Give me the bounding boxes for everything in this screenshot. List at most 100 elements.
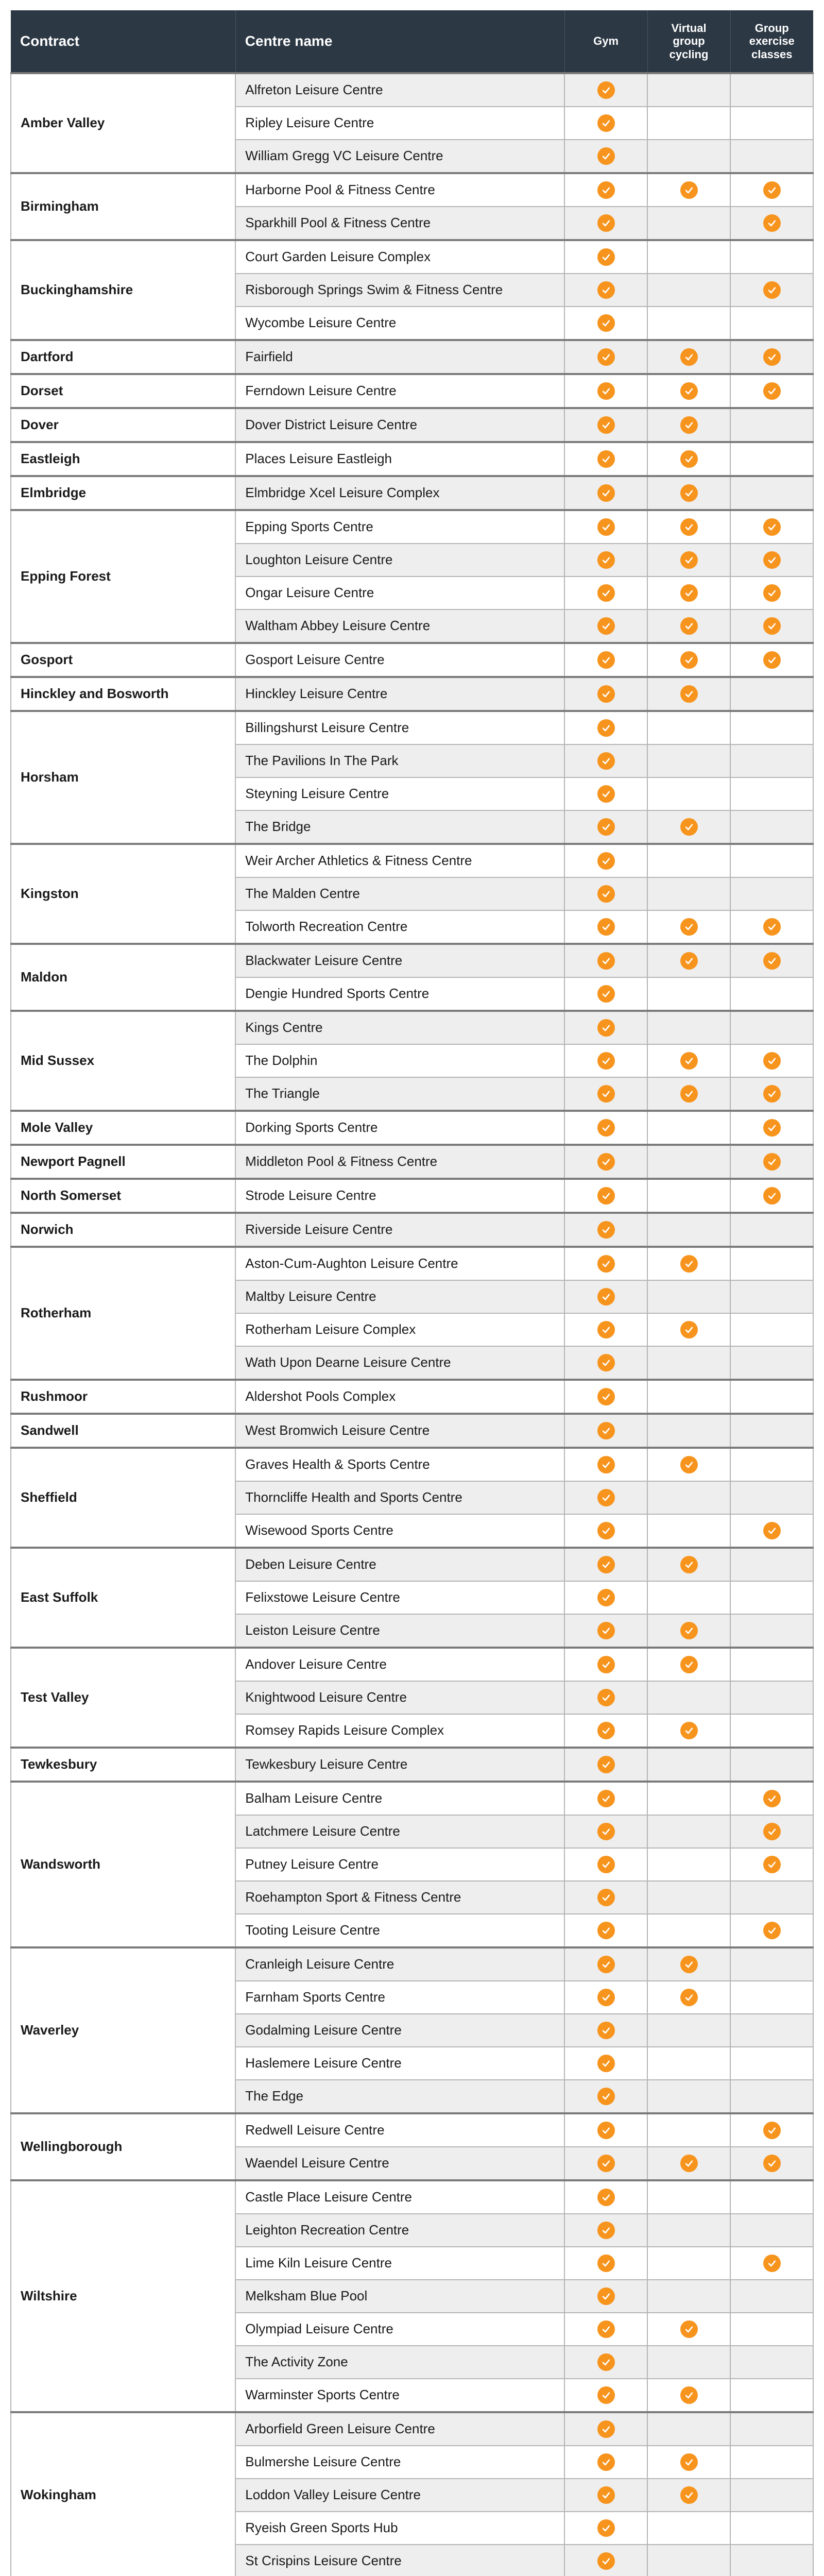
contract-cell: Dover xyxy=(11,408,235,442)
check-icon xyxy=(597,416,615,434)
centre-name-cell: The Activity Zone xyxy=(235,2346,564,2379)
classes-cell xyxy=(730,1748,813,1782)
table-header-row: Contract Centre name Gym Virtual group c… xyxy=(11,10,813,73)
table-row: HorshamBillingshurst Leisure Centre xyxy=(11,711,813,744)
classes-cell xyxy=(730,1648,813,1681)
centre-name-cell: Wath Upon Dearne Leisure Centre xyxy=(235,1346,564,1380)
check-icon xyxy=(597,348,615,366)
contract-cell: North Somerset xyxy=(11,1179,235,1213)
contract-cell: Hinckley and Bosworth xyxy=(11,677,235,711)
cycling-cell xyxy=(647,1815,730,1848)
contract-cell: Sheffield xyxy=(11,1448,235,1548)
table-row: East SuffolkDeben Leisure Centre xyxy=(11,1548,813,1581)
classes-cell xyxy=(730,140,813,173)
check-icon xyxy=(597,1956,615,1973)
gym-cell xyxy=(564,1815,647,1848)
centre-name-cell: The Dolphin xyxy=(235,1044,564,1077)
contract-cell: Birmingham xyxy=(11,173,235,240)
check-icon xyxy=(680,2453,698,2471)
contract-cell: Amber Valley xyxy=(11,73,235,173)
gym-cell xyxy=(564,1414,647,1448)
check-icon xyxy=(680,1321,698,1338)
check-icon xyxy=(597,1556,615,1573)
check-icon xyxy=(763,1187,781,1205)
centre-name-cell: Ryeish Green Sports Hub xyxy=(235,2512,564,2545)
gym-cell xyxy=(564,2180,647,2214)
centre-name-cell: Risborough Springs Swim & Fitness Centre xyxy=(235,274,564,307)
classes-cell xyxy=(730,1815,813,1848)
classes-cell xyxy=(730,777,813,810)
classes-cell xyxy=(730,1581,813,1614)
cycling-cell xyxy=(647,609,730,643)
contract-cell: Tewkesbury xyxy=(11,1748,235,1782)
check-icon xyxy=(680,918,698,936)
check-icon xyxy=(680,1622,698,1639)
cycling-cell xyxy=(647,2280,730,2313)
classes-cell xyxy=(730,1681,813,1714)
cycling-cell xyxy=(647,2147,730,2180)
gym-cell xyxy=(564,2280,647,2313)
gym-cell xyxy=(564,207,647,240)
contract-cell: Kingston xyxy=(11,844,235,944)
check-icon xyxy=(597,852,615,870)
header-cycling: Virtual group cycling xyxy=(647,10,730,73)
gym-cell xyxy=(564,1145,647,1179)
classes-cell xyxy=(730,2479,813,2512)
cycling-cell xyxy=(647,240,730,274)
classes-cell xyxy=(730,844,813,877)
check-icon xyxy=(597,818,615,836)
cycling-cell xyxy=(647,1748,730,1782)
check-icon xyxy=(597,2255,615,2272)
gym-cell xyxy=(564,1280,647,1313)
centre-name-cell: Gosport Leisure Centre xyxy=(235,643,564,677)
check-icon xyxy=(597,1153,615,1171)
centre-name-cell: Loughton Leisure Centre xyxy=(235,544,564,577)
check-icon xyxy=(597,181,615,199)
table-row: MaldonBlackwater Leisure Centre xyxy=(11,944,813,977)
centre-name-cell: Melksham Blue Pool xyxy=(235,2280,564,2313)
centre-name-cell: Tewkesbury Leisure Centre xyxy=(235,1748,564,1782)
contract-cell: Maldon xyxy=(11,944,235,1011)
check-icon xyxy=(597,1019,615,1037)
centre-name-cell: Cranleigh Leisure Centre xyxy=(235,1947,564,1981)
gym-cell xyxy=(564,274,647,307)
classes-cell xyxy=(730,977,813,1011)
centre-name-cell: Balham Leisure Centre xyxy=(235,1782,564,1815)
cycling-cell xyxy=(647,2313,730,2346)
gym-cell xyxy=(564,510,647,544)
table-row: GosportGosport Leisure Centre xyxy=(11,643,813,677)
contract-cell: Mole Valley xyxy=(11,1111,235,1145)
check-icon xyxy=(597,1522,615,1539)
check-icon xyxy=(597,1288,615,1306)
centre-name-cell: Thorncliffe Health and Sports Centre xyxy=(235,1481,564,1514)
check-icon xyxy=(597,2287,615,2305)
check-icon xyxy=(597,1388,615,1405)
gym-cell xyxy=(564,1681,647,1714)
gym-cell xyxy=(564,2313,647,2346)
classes-cell xyxy=(730,1481,813,1514)
contract-cell: Horsham xyxy=(11,711,235,844)
cycling-cell xyxy=(647,1848,730,1881)
check-icon xyxy=(680,1052,698,1070)
check-icon xyxy=(763,2122,781,2139)
centre-name-cell: The Edge xyxy=(235,2080,564,2113)
check-icon xyxy=(597,617,615,635)
classes-cell xyxy=(730,877,813,910)
table-row: RushmoorAldershot Pools Complex xyxy=(11,1380,813,1414)
contract-cell: Elmbridge xyxy=(11,476,235,510)
classes-cell xyxy=(730,2346,813,2379)
check-icon xyxy=(597,81,615,99)
classes-cell xyxy=(730,1313,813,1346)
check-icon xyxy=(680,484,698,502)
gym-cell xyxy=(564,1448,647,1481)
gym-cell xyxy=(564,1213,647,1247)
classes-cell xyxy=(730,1981,813,2014)
classes-cell xyxy=(730,207,813,240)
gym-cell xyxy=(564,577,647,609)
classes-cell xyxy=(730,609,813,643)
classes-cell xyxy=(730,2113,813,2147)
centre-name-cell: Andover Leisure Centre xyxy=(235,1648,564,1681)
classes-cell xyxy=(730,544,813,577)
table-row: ElmbridgeElmbridge Xcel Leisure Complex xyxy=(11,476,813,510)
table-row: DartfordFairfield xyxy=(11,340,813,374)
